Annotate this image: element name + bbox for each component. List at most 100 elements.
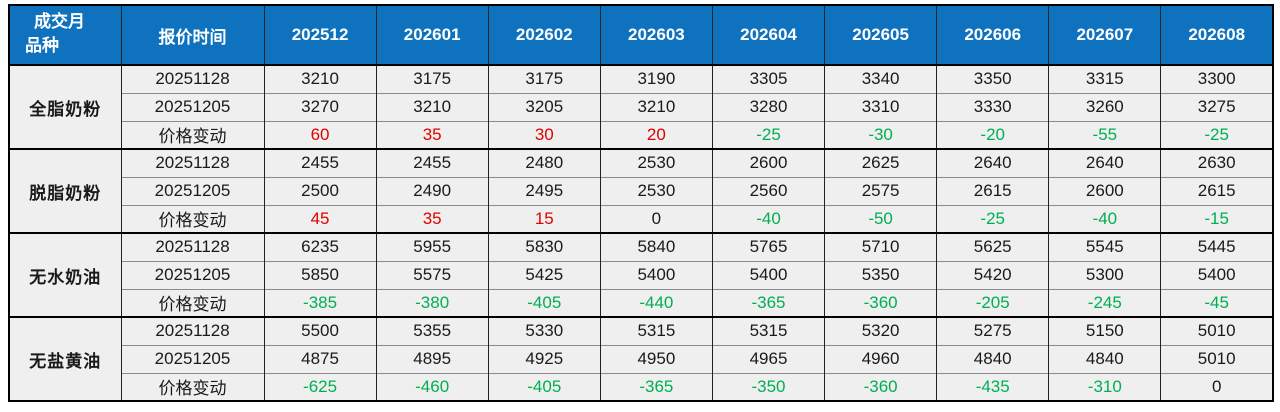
price-value: 5315	[711, 316, 826, 345]
price-value: 5850	[263, 260, 377, 289]
price-value: 2615	[1160, 176, 1274, 205]
price-value: 3270	[263, 92, 377, 121]
product-name-cell: 无水奶油	[8, 232, 122, 317]
table-row: 20251205 5850 5575 5425 5400 5400 5350 5420 5300…	[9, 260, 1274, 289]
price-value: 5830	[487, 232, 601, 261]
price-value: 2530	[599, 176, 713, 205]
price-value: 3315	[1048, 64, 1162, 93]
price-change-value: -405	[487, 372, 601, 401]
price-value: 3280	[711, 92, 826, 121]
price-value: 2640	[936, 148, 1050, 177]
price-value: 5400	[711, 260, 826, 289]
price-value: 2575	[824, 176, 938, 205]
price-change-value: -55	[1048, 120, 1162, 149]
price-change-value: -380	[375, 288, 489, 317]
month-column-header: 202603	[599, 4, 713, 66]
price-change-value: -25	[711, 120, 826, 149]
change-row-label: 价格变动	[120, 288, 265, 317]
quote-date-cell: 20251205	[120, 176, 265, 205]
price-value: 5010	[1160, 316, 1274, 345]
price-value: 3300	[1160, 64, 1274, 93]
quote-date-cell: 20251128	[120, 316, 265, 345]
price-value: 5575	[375, 260, 489, 289]
price-change-value: -440	[599, 288, 713, 317]
price-value: 5500	[263, 316, 377, 345]
price-value: 3305	[711, 64, 826, 93]
price-change-value: -350	[711, 372, 826, 401]
price-value: 2560	[711, 176, 826, 205]
product-name-cell: 全脂奶粉	[8, 64, 122, 149]
price-value: 3210	[599, 92, 713, 121]
month-column-header: 202601	[375, 4, 489, 66]
price-change-value: -625	[263, 372, 377, 401]
price-change-value: -360	[824, 372, 938, 401]
quote-time-column-header: 报价时间	[120, 4, 265, 66]
price-value: 3190	[599, 64, 713, 93]
change-row-label: 价格变动	[120, 204, 265, 233]
price-change-value: 15	[487, 204, 601, 233]
price-value: 2600	[711, 148, 826, 177]
price-value: 4875	[263, 344, 377, 373]
price-value: 5315	[599, 316, 713, 345]
price-value: 2500	[263, 176, 377, 205]
product-name-cell: 无盐黄油	[8, 316, 122, 401]
price-change-value: -405	[487, 288, 601, 317]
table-row: 无盐黄油 20251128 5500 5355 5330 5315 5315 5320 5275…	[8, 316, 1274, 401]
change-row-label: 价格变动	[120, 120, 265, 149]
table-row: 价格变动 -625 -460 -405 -365 -350 -360 -435 -310 0	[9, 372, 1274, 401]
price-change-value: 0	[1160, 372, 1274, 401]
price-value: 5710	[824, 232, 938, 261]
price-change-value: -365	[711, 288, 826, 317]
price-value: 3330	[936, 92, 1050, 121]
quote-date-cell: 20251205	[120, 344, 265, 373]
price-change-value: 30	[487, 120, 601, 149]
price-value: 4965	[711, 344, 826, 373]
price-value: 2455	[375, 148, 489, 177]
product-name-cell: 脱脂奶粉	[8, 148, 122, 233]
price-value: 5765	[711, 232, 826, 261]
price-value: 5355	[375, 316, 489, 345]
price-change-value: 60	[263, 120, 377, 149]
table-row: 价格变动 -385 -380 -405 -440 -365 -360 -205 -245 -45	[9, 288, 1274, 317]
table-row: 无水奶油 20251128 6235 5955 5830 5840 5765 5710 5625…	[8, 232, 1274, 317]
price-change-value: -30	[824, 120, 938, 149]
corner-header-cell: 成交月 品种	[8, 4, 122, 66]
month-column-header: 202512	[263, 4, 377, 66]
price-value: 6235	[263, 232, 377, 261]
price-change-value: -435	[936, 372, 1050, 401]
price-value: 5425	[487, 260, 601, 289]
price-value: 2495	[487, 176, 601, 205]
price-value: 3350	[936, 64, 1050, 93]
price-change-value: -45	[1160, 288, 1274, 317]
change-row-label: 价格变动	[120, 372, 265, 401]
price-value: 5955	[375, 232, 489, 261]
quote-date-cell: 20251128	[120, 232, 265, 261]
quote-date-cell: 20251205	[120, 260, 265, 289]
price-value: 5320	[824, 316, 938, 345]
price-value: 3310	[824, 92, 938, 121]
price-value: 2625	[824, 148, 938, 177]
month-column-header: 202606	[936, 4, 1050, 66]
table-row: 20251205 4875 4895 4925 4950 4965 4960 4840 4840…	[9, 344, 1274, 373]
table-row: 价格变动 45 35 15 0 -40 -50 -25 -40 -15	[9, 204, 1274, 233]
table-body: 全脂奶粉 20251128 3210 3175 3175 3190 3305 3340 3350…	[8, 64, 1274, 401]
price-value: 5150	[1048, 316, 1162, 345]
price-change-value: 35	[375, 120, 489, 149]
price-change-value: -365	[599, 372, 713, 401]
price-value: 3275	[1160, 92, 1274, 121]
price-change-value: 20	[599, 120, 713, 149]
price-change-value: -360	[824, 288, 938, 317]
price-value: 3260	[1048, 92, 1162, 121]
price-change-value: 0	[599, 204, 713, 233]
table-header: 成交月 品种 报价时间 202512 202601 202602 202603 2026…	[8, 4, 1274, 66]
price-change-value: 35	[375, 204, 489, 233]
price-value: 4960	[824, 344, 938, 373]
price-value: 3175	[375, 64, 489, 93]
table-row: 全脂奶粉 20251128 3210 3175 3175 3190 3305 3340 3350…	[8, 64, 1274, 149]
price-change-value: 45	[263, 204, 377, 233]
price-value: 4840	[1048, 344, 1162, 373]
price-change-value: -205	[936, 288, 1050, 317]
price-value: 3175	[487, 64, 601, 93]
price-value: 4840	[936, 344, 1050, 373]
price-value: 4895	[375, 344, 489, 373]
